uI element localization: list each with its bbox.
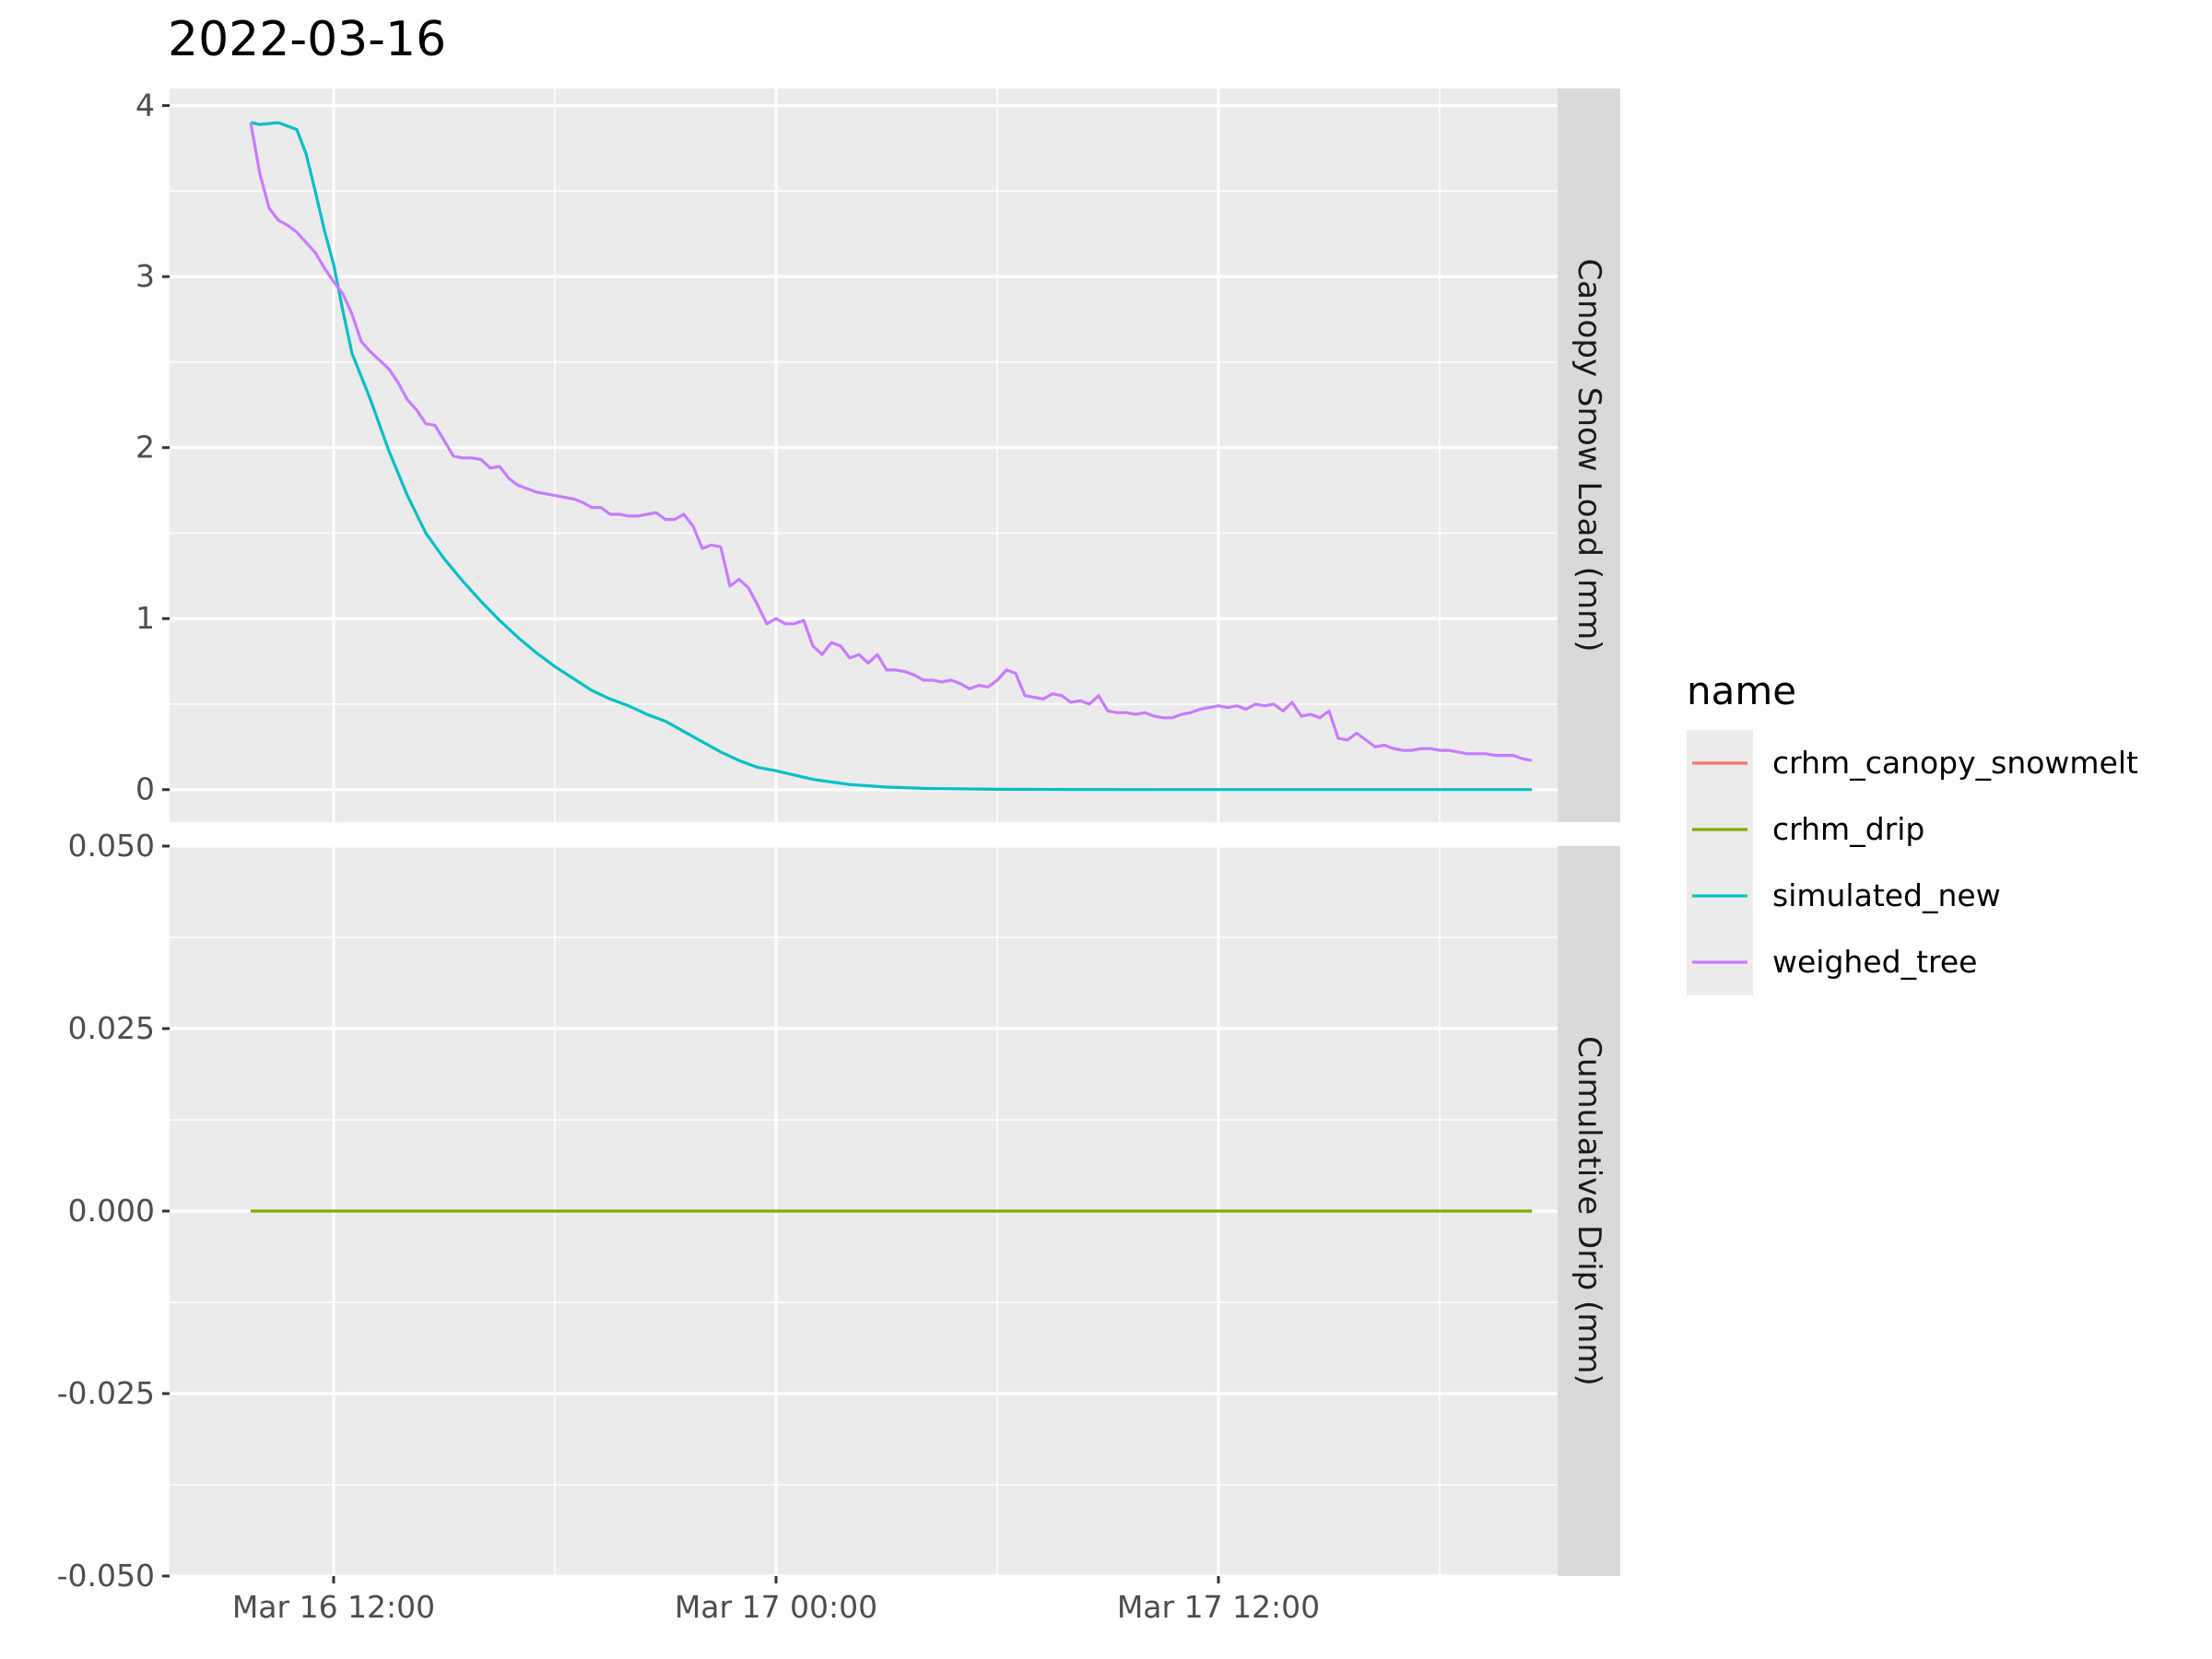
y-tick-label: 1 [135,600,155,636]
panel-2: -0.050 -0.025 0.000 0.025 0.050 Cumulative Dr… [57,828,1620,1594]
series-line-weighed-tree [249,122,1533,762]
y-tick-label: 3 [135,258,155,294]
panels: 0 1 2 3 4 Canopy Snow Load (mm) -0.050 -0.025 0.… [57,88,1620,1625]
facet-strip [1558,88,1620,822]
y-tick-label: -0.050 [57,1558,155,1594]
y-tick-label: -0.025 [57,1375,155,1411]
y-tick-label: 4 [135,88,155,124]
facet-strip [1558,846,1620,1576]
legend-key-background [1687,730,1753,995]
legend-items: crhm_canopy_snowmelt crhm_drip simulated_n… [1687,730,2138,995]
panel-background [170,88,1558,822]
panel-1: 0 1 2 3 4 Canopy Snow Load (mm) [135,88,1620,822]
facet-strip-label: Cumulative Drip (mm) [1571,1036,1607,1386]
x-tick-label: Mar 17 00:00 [675,1589,877,1625]
x-axis: Mar 16 12:00 Mar 17 00:00 Mar 17 12:00 [232,1576,1320,1625]
y-tick-label: 2 [135,429,155,465]
legend-label: crhm_drip [1772,811,1924,847]
y-tick-label: 0.050 [68,828,155,864]
y-tick-label: 0.000 [68,1193,155,1229]
chart-title: 2022-03-16 [168,12,446,67]
facet-strip-label: Canopy Snow Load (mm) [1571,258,1607,652]
x-tick-label: Mar 17 12:00 [1117,1589,1320,1625]
x-tick-label: Mar 16 12:00 [232,1589,435,1625]
legend-title: name [1687,668,1796,713]
legend-label: weighed_tree [1772,944,1977,980]
series-line-simulated-new [250,121,1532,792]
y-tick-label: 0 [135,771,155,807]
legend: name crhm_canopy_snowmelt crhm_dripsimula… [1687,668,2138,995]
legend-label: simulated_new [1772,877,2001,913]
y-tick-label: 0.025 [68,1010,155,1046]
legend-label: crhm_canopy_snowmelt [1772,745,2138,781]
